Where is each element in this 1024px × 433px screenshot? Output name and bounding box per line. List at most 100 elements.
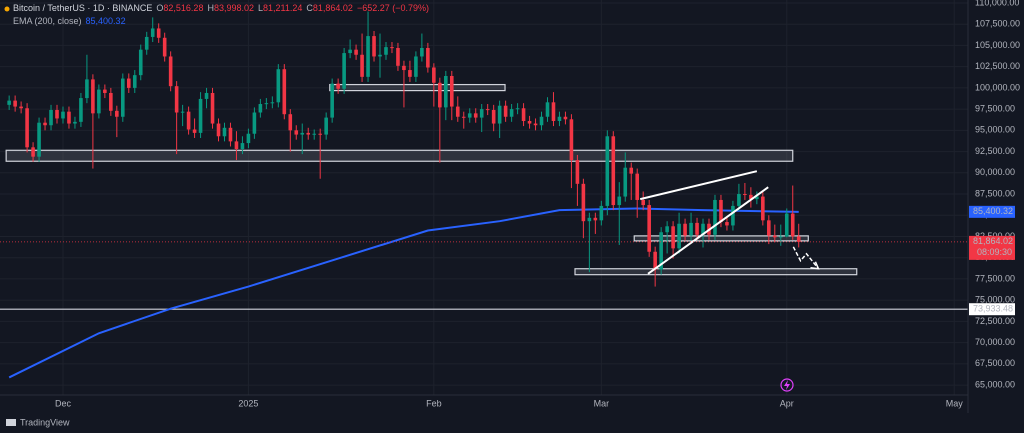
candle-body (306, 132, 311, 135)
x-tick-label: May (946, 398, 964, 408)
candle-body (342, 53, 346, 89)
candle-body (31, 147, 35, 157)
candle-body (563, 116, 568, 120)
candle-body (778, 236, 783, 238)
ema-name: EMA (200, close) (13, 16, 82, 26)
candle-body (330, 83, 334, 118)
candle-body (683, 223, 687, 236)
candle-body (575, 160, 580, 184)
candle-body (378, 54, 382, 57)
y-tick-label: 77,500.00 (975, 273, 1015, 283)
candle-body (61, 111, 65, 119)
candle-body (372, 36, 376, 57)
candle-body (521, 108, 526, 121)
ema-legend: EMA (200, close) 85,400.32 (13, 16, 126, 26)
candle-body (103, 89, 107, 93)
candle-body (755, 196, 759, 200)
candle-body (414, 56, 418, 77)
candle-body (43, 122, 47, 126)
candle-body (479, 109, 484, 118)
candle-body (234, 141, 239, 150)
ohlc-label: L (258, 3, 263, 13)
candle-body (222, 127, 227, 137)
candle-body (725, 222, 729, 226)
candle-body (647, 205, 651, 252)
candle-body (396, 47, 400, 66)
candle-body (611, 136, 616, 206)
candle-body (37, 122, 41, 157)
candle-body (276, 69, 281, 103)
candle-body (156, 28, 161, 38)
y-tick-label: 102,500.00 (975, 61, 1020, 71)
level-label: 73,933.48 (973, 304, 1013, 314)
candle-body (587, 217, 592, 222)
y-tick-label: 75,000.00 (975, 295, 1015, 305)
candle-body (503, 105, 508, 117)
candle-body (617, 196, 622, 206)
level-badge (969, 303, 1015, 316)
y-tick-label: 92,500.00 (975, 146, 1015, 156)
candle-body (282, 69, 287, 115)
candle-body (665, 226, 669, 233)
candle-body (653, 251, 657, 270)
zone (574, 268, 858, 276)
candle-body (300, 132, 305, 135)
candle-body (186, 111, 191, 130)
candle-body (324, 117, 328, 135)
candle-body (150, 28, 155, 37)
ohlc-label: O (156, 3, 163, 13)
candle-body (605, 136, 610, 206)
plot (0, 11, 968, 379)
grid (0, 0, 968, 395)
candle-body (509, 109, 514, 117)
candle-body (737, 194, 741, 206)
candle-body (629, 167, 634, 174)
candle-body (55, 109, 59, 119)
y-tick-label: 87,500.00 (975, 188, 1015, 198)
candle-body (85, 79, 89, 99)
candle-body (7, 100, 11, 105)
candle-body (348, 49, 352, 54)
candle-body (533, 123, 538, 126)
ohlc-label: H (207, 3, 214, 13)
candle-body (689, 222, 693, 236)
axes: 65,000.00 67,500.00 70,000.00 72,500.00 75,0… (55, 0, 1020, 408)
candle-body (252, 112, 257, 134)
candle-body (270, 102, 275, 104)
candle-body (641, 199, 645, 206)
legend: Bitcoin / TetherUS · 1D · BINANCE O82,516… (4, 3, 429, 26)
candle-body (731, 205, 735, 226)
ohlc-label: C (306, 3, 313, 13)
candle-body (593, 217, 598, 221)
y-tick-label: 90,000.00 (975, 167, 1015, 177)
candle-body (198, 98, 203, 133)
x-tick-label: Dec (55, 398, 72, 408)
candle-body (659, 232, 663, 270)
candle-body (312, 133, 317, 135)
candle-body (551, 102, 556, 121)
candle-body (719, 199, 723, 223)
projection-arrow (792, 246, 820, 270)
candle-body (449, 75, 454, 107)
y-tick-label: 82,500.00 (975, 231, 1015, 241)
candle-body (784, 213, 789, 237)
last-price-badge (969, 235, 1015, 260)
candle-body (599, 205, 604, 221)
candle-body (366, 36, 370, 77)
candle-body (360, 54, 364, 77)
candle-body (635, 173, 640, 200)
candle-body (258, 104, 263, 113)
candle-body (426, 47, 430, 68)
candle-body (13, 100, 17, 107)
candle-body (402, 65, 406, 71)
candle-body (79, 98, 83, 122)
candle-body (473, 113, 478, 118)
candle-body (581, 183, 586, 222)
candle-body (162, 37, 167, 57)
candle-body (713, 199, 717, 235)
ohlc-value: 82,516.28 (163, 3, 203, 13)
candle-body (168, 56, 173, 87)
candle-body (204, 92, 209, 99)
